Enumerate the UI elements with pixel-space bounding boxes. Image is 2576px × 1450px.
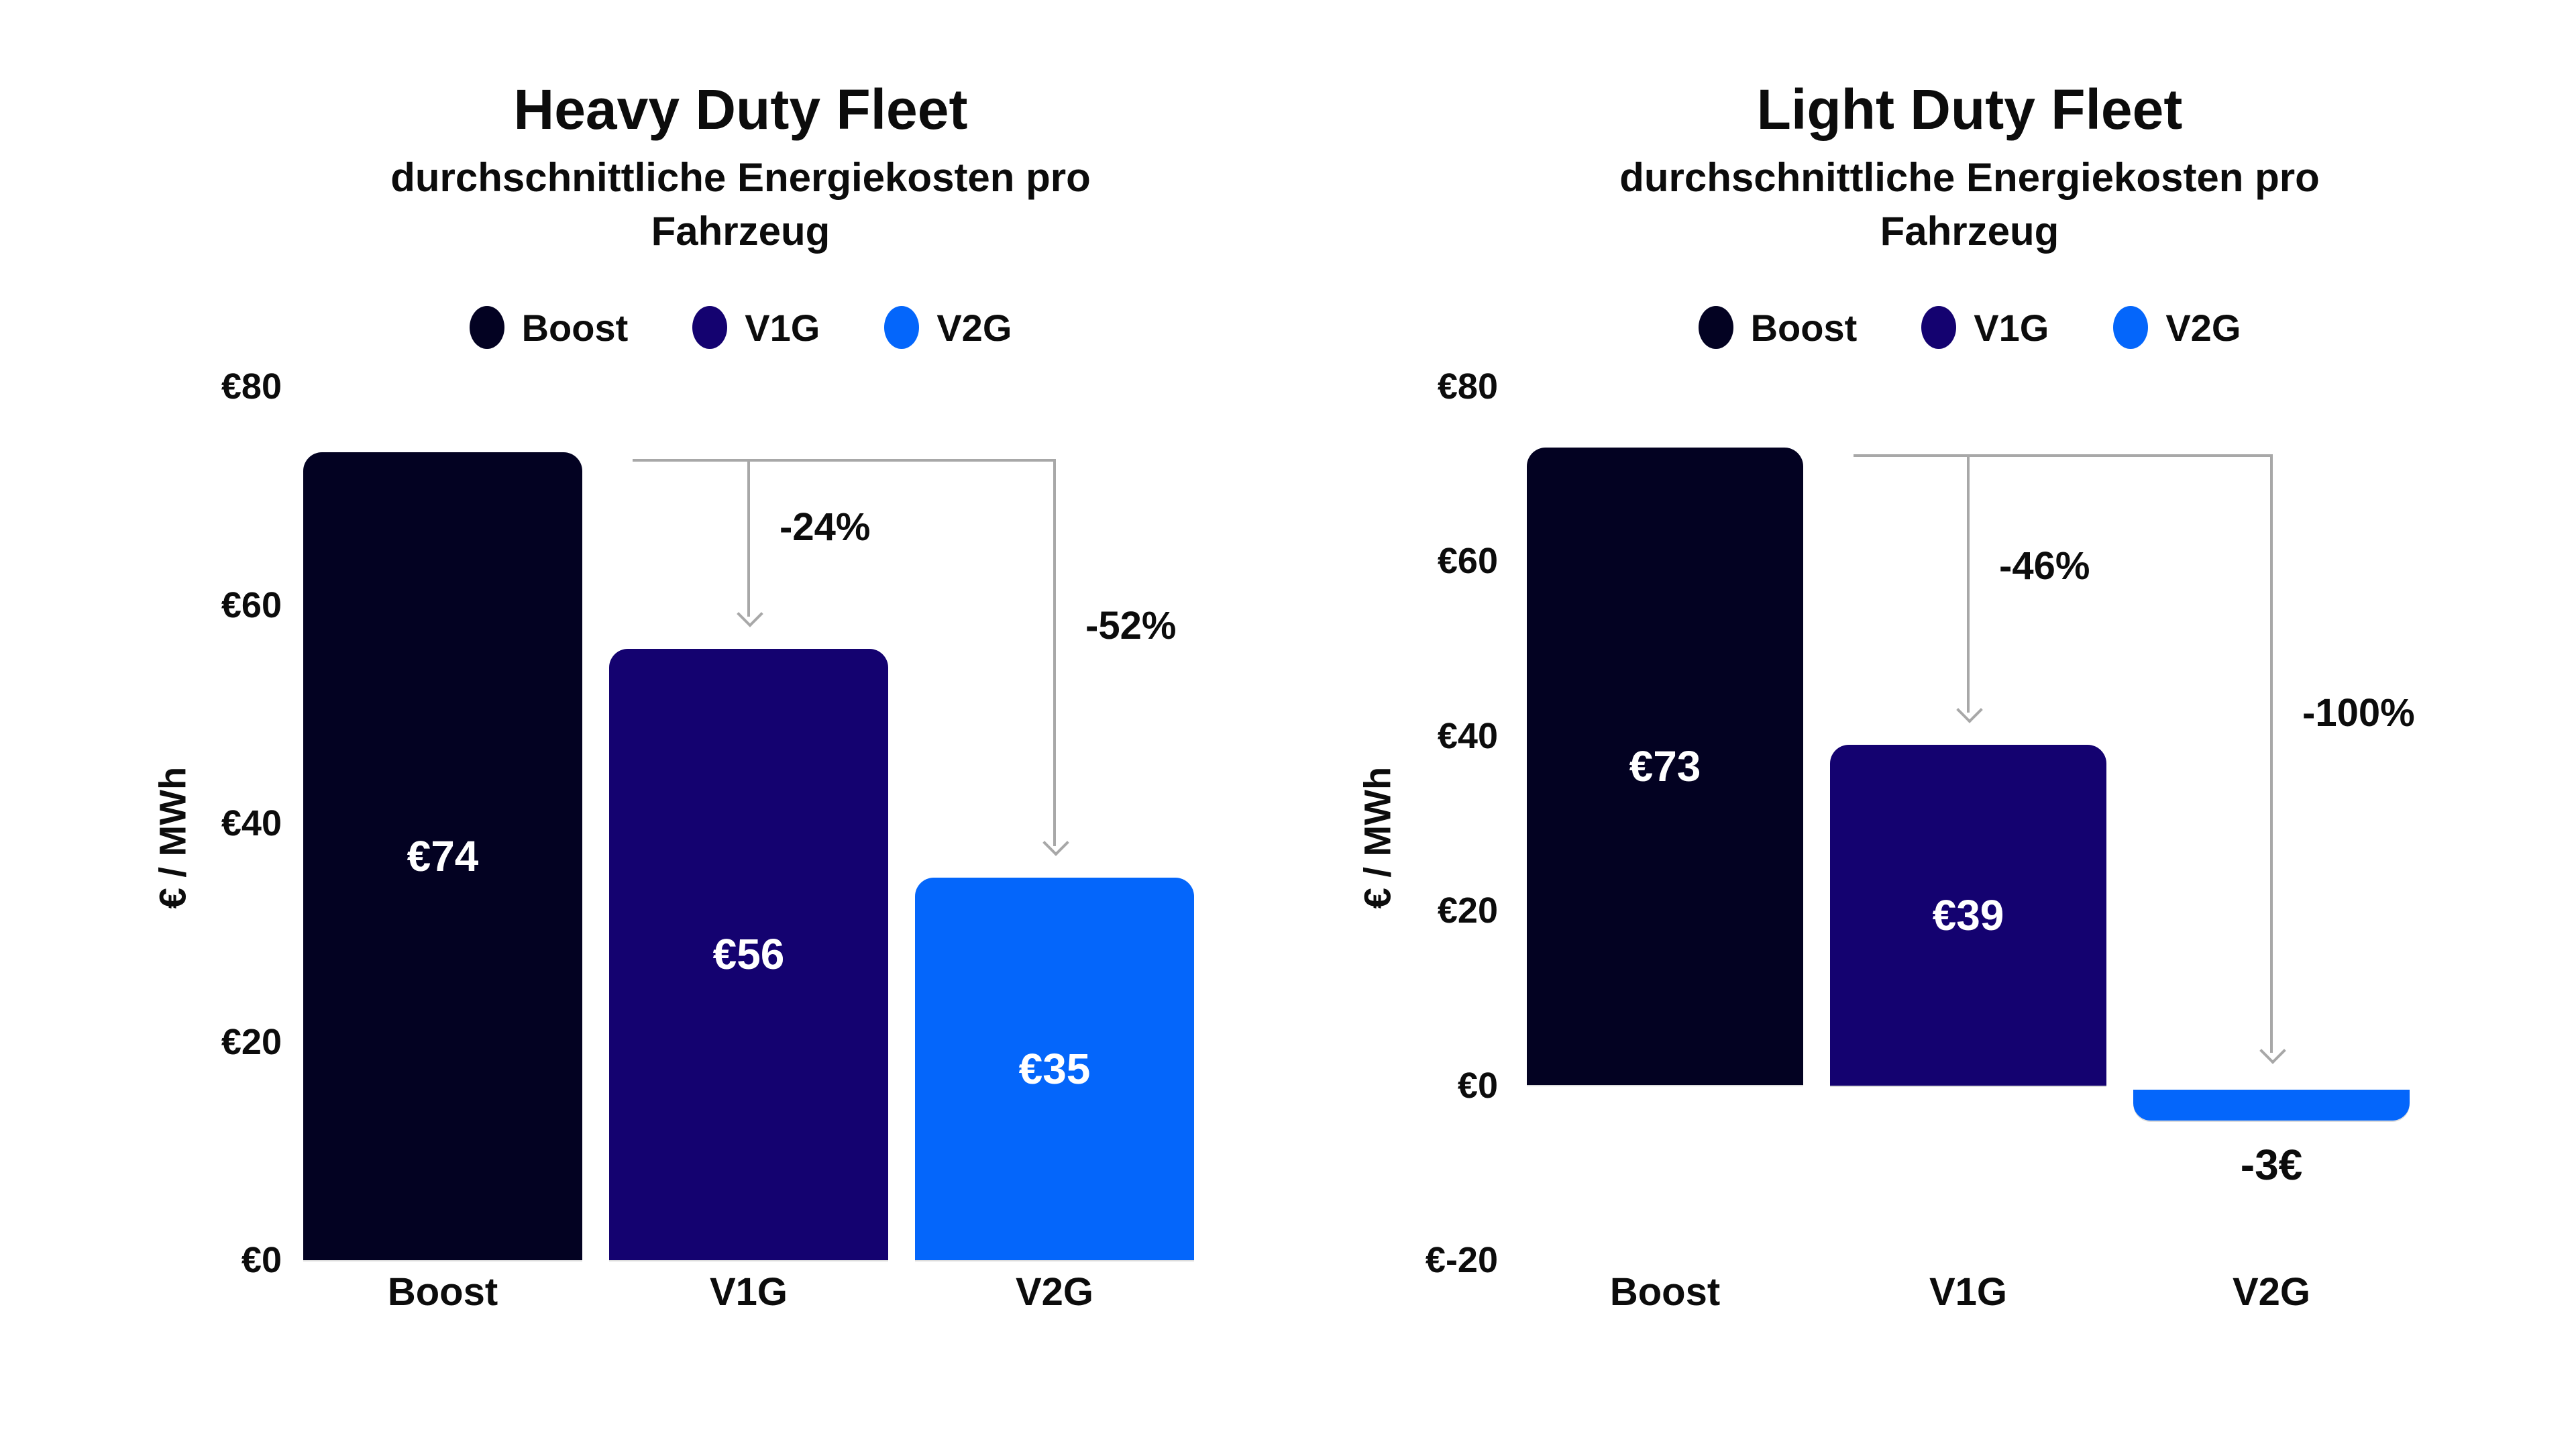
- legend-dot-icon: [692, 306, 728, 349]
- legend-label: V2G: [936, 306, 1012, 349]
- arrow-down-icon: [2259, 1037, 2286, 1064]
- chart-subtitle: durchschnittliche Energiekosten pro: [390, 155, 1091, 200]
- bar-value-label: €39: [1932, 891, 2004, 939]
- annotation-baseline: [633, 459, 1056, 462]
- legend-item-boost: Boost: [1698, 306, 1858, 350]
- bar-v1g: [1830, 745, 2106, 1086]
- y-tick-label: €20: [221, 1022, 282, 1062]
- annotation-arrow-line: [1967, 454, 1970, 713]
- y-tick-label: €40: [221, 803, 282, 843]
- chart-subtitle: Fahrzeug: [1880, 209, 2059, 254]
- arrow-down-icon: [1956, 696, 1983, 723]
- legend-label: V2G: [2165, 306, 2241, 349]
- annotation-arrow-line: [747, 459, 750, 617]
- legend-dot-icon: [469, 306, 504, 349]
- legend-item-v2g: V2G: [2113, 306, 2241, 350]
- chart-subtitle: durchschnittliche Energiekosten pro: [1619, 155, 2320, 200]
- legend-label: Boost: [521, 306, 629, 349]
- y-tick-label: €80: [221, 366, 282, 407]
- legend-label: V1G: [1974, 306, 2049, 349]
- bar-boost: [1527, 448, 1803, 1085]
- y-tick-label: €20: [1437, 890, 1498, 931]
- bar-v2g: [2133, 1090, 2410, 1121]
- bar-boost: [303, 452, 582, 1260]
- y-tick-label: €0: [241, 1240, 282, 1280]
- y-axis-label: € / MWh: [1356, 766, 1399, 909]
- chart-title: Light Duty Fleet: [1756, 78, 2183, 141]
- bar-value-label: €56: [712, 930, 785, 978]
- y-tick-label: €0: [1457, 1066, 1498, 1106]
- annotation-label: -24%: [780, 505, 871, 549]
- bar-value-label: €35: [1018, 1045, 1091, 1093]
- legend-item-v1g: V1G: [1921, 306, 2049, 350]
- legend-dot-icon: [1921, 306, 1957, 349]
- annotation-label: -52%: [1085, 604, 1177, 648]
- legend-item-boost: Boost: [469, 306, 629, 350]
- legend-label: Boost: [1750, 306, 1858, 349]
- legend-item-v2g: V2G: [884, 306, 1012, 350]
- x-category-label-boost: Boost: [1609, 1270, 1721, 1314]
- legend-label: V1G: [745, 306, 820, 349]
- x-category-label-v2g: V2G: [2232, 1270, 2311, 1314]
- x-category-label-v1g: V1G: [709, 1270, 788, 1314]
- legend: Boost V1G V2G: [1366, 303, 2573, 352]
- annotation-label: -100%: [2302, 691, 2415, 735]
- bar-value-label: €73: [1629, 742, 1701, 790]
- legend-dot-icon: [2113, 306, 2149, 349]
- bar-v2g: [915, 878, 1194, 1260]
- x-category-label-boost: Boost: [387, 1270, 498, 1314]
- annotation-label: -46%: [1999, 544, 2090, 588]
- x-category-label-v1g: V1G: [1929, 1270, 2008, 1314]
- y-tick-label: €60: [221, 585, 282, 625]
- legend-dot-icon: [884, 306, 920, 349]
- chart-subtitle: Fahrzeug: [651, 209, 830, 254]
- y-tick-label: €-20: [1425, 1240, 1498, 1280]
- y-tick-label: €60: [1437, 541, 1498, 581]
- annotation-baseline: [1854, 454, 2273, 457]
- annotation-arrow-line: [1053, 459, 1056, 846]
- y-tick-label: €80: [1437, 366, 1498, 407]
- legend-dot-icon: [1698, 306, 1733, 349]
- chart-title: Heavy Duty Fleet: [513, 78, 968, 141]
- bar-value-label: -3€: [2240, 1141, 2303, 1189]
- y-tick-label: €40: [1437, 716, 1498, 756]
- x-category-label-v2g: V2G: [1015, 1270, 1094, 1314]
- bar-value-label: €74: [407, 832, 479, 880]
- legend-item-v1g: V1G: [692, 306, 820, 350]
- annotation-arrow-line: [2270, 454, 2273, 1053]
- legend: Boost V1G V2G: [137, 303, 1344, 352]
- bar-v1g: [609, 649, 888, 1260]
